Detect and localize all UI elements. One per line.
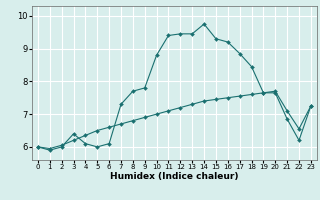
X-axis label: Humidex (Indice chaleur): Humidex (Indice chaleur) [110, 172, 239, 181]
